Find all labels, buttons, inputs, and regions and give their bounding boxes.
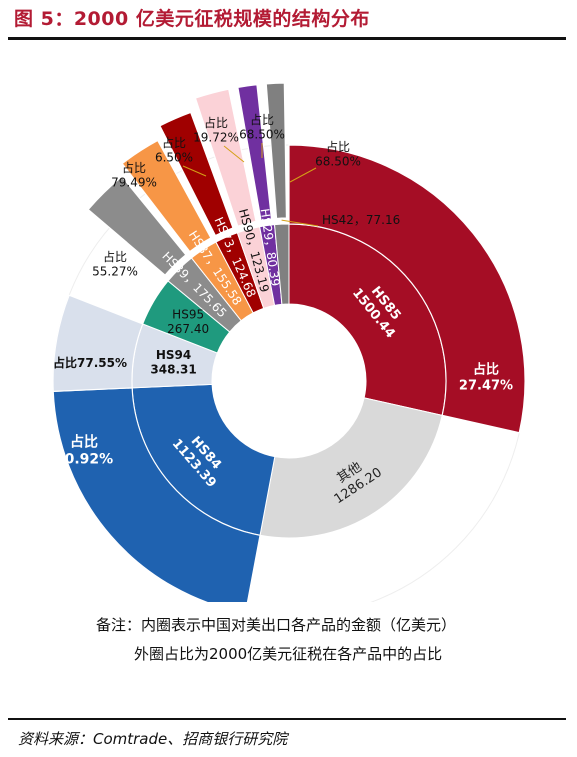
note-line-1: 备注：内圈表示中国对美出口各产品的金额（亿美元）: [96, 616, 457, 634]
outer-slice-HS85: [288, 144, 526, 434]
top-divider: [8, 37, 566, 40]
leader-line-outer-HS42: [289, 167, 317, 183]
outer-slice-HS73: [159, 111, 234, 237]
outer-slice-HS42: [265, 82, 288, 220]
inner-slice-HS42: [274, 223, 290, 305]
outer-slice-HS87: [121, 139, 212, 253]
leader-line-HS42: [281, 219, 319, 227]
outer-label-HS85: 占比 27.47%: [459, 362, 513, 394]
page-title: 图 5：2000 亿美元征税规模的结构分布: [14, 8, 370, 30]
outer-label-HS42: 占比 68.50%: [315, 139, 361, 169]
outer-slice-HS39: [87, 175, 187, 276]
outer-slice-HS94: [52, 294, 144, 392]
outer-label-HS39: 占比 55.27%: [92, 249, 138, 279]
source-note: 资料来源：Comtrade、招商银行研究院: [18, 730, 288, 748]
inner-label-HS95: HS95 267.40: [167, 308, 209, 337]
outer-label-HS84: 占比 40.92%: [55, 433, 113, 467]
outer-label-HS94: 占比77.55%: [53, 355, 127, 370]
inner-label-HS94: HS94 348.31: [150, 348, 196, 377]
outer-label-HS90: 占比 19.72%: [193, 115, 239, 145]
outer-label-HS87: 占比 79.49%: [111, 160, 157, 190]
outer-label-HS29: 占比 68.50%: [239, 112, 285, 142]
outer-slice-HS29: [237, 84, 273, 222]
outer-slice-HS90: [194, 88, 257, 228]
leader-line-outer-HS90: [223, 145, 245, 163]
bottom-divider: [8, 718, 566, 720]
note-line-2: 外圈占比为2000亿美元征税在各产品中的占比: [134, 645, 443, 663]
inner-label-HS42: HS42，77.16: [322, 213, 400, 227]
inner-slice-其他: [259, 397, 443, 539]
leader-line-outer-HS73: [182, 165, 207, 177]
outer-label-HS73: 占比 6.50%: [155, 135, 193, 165]
